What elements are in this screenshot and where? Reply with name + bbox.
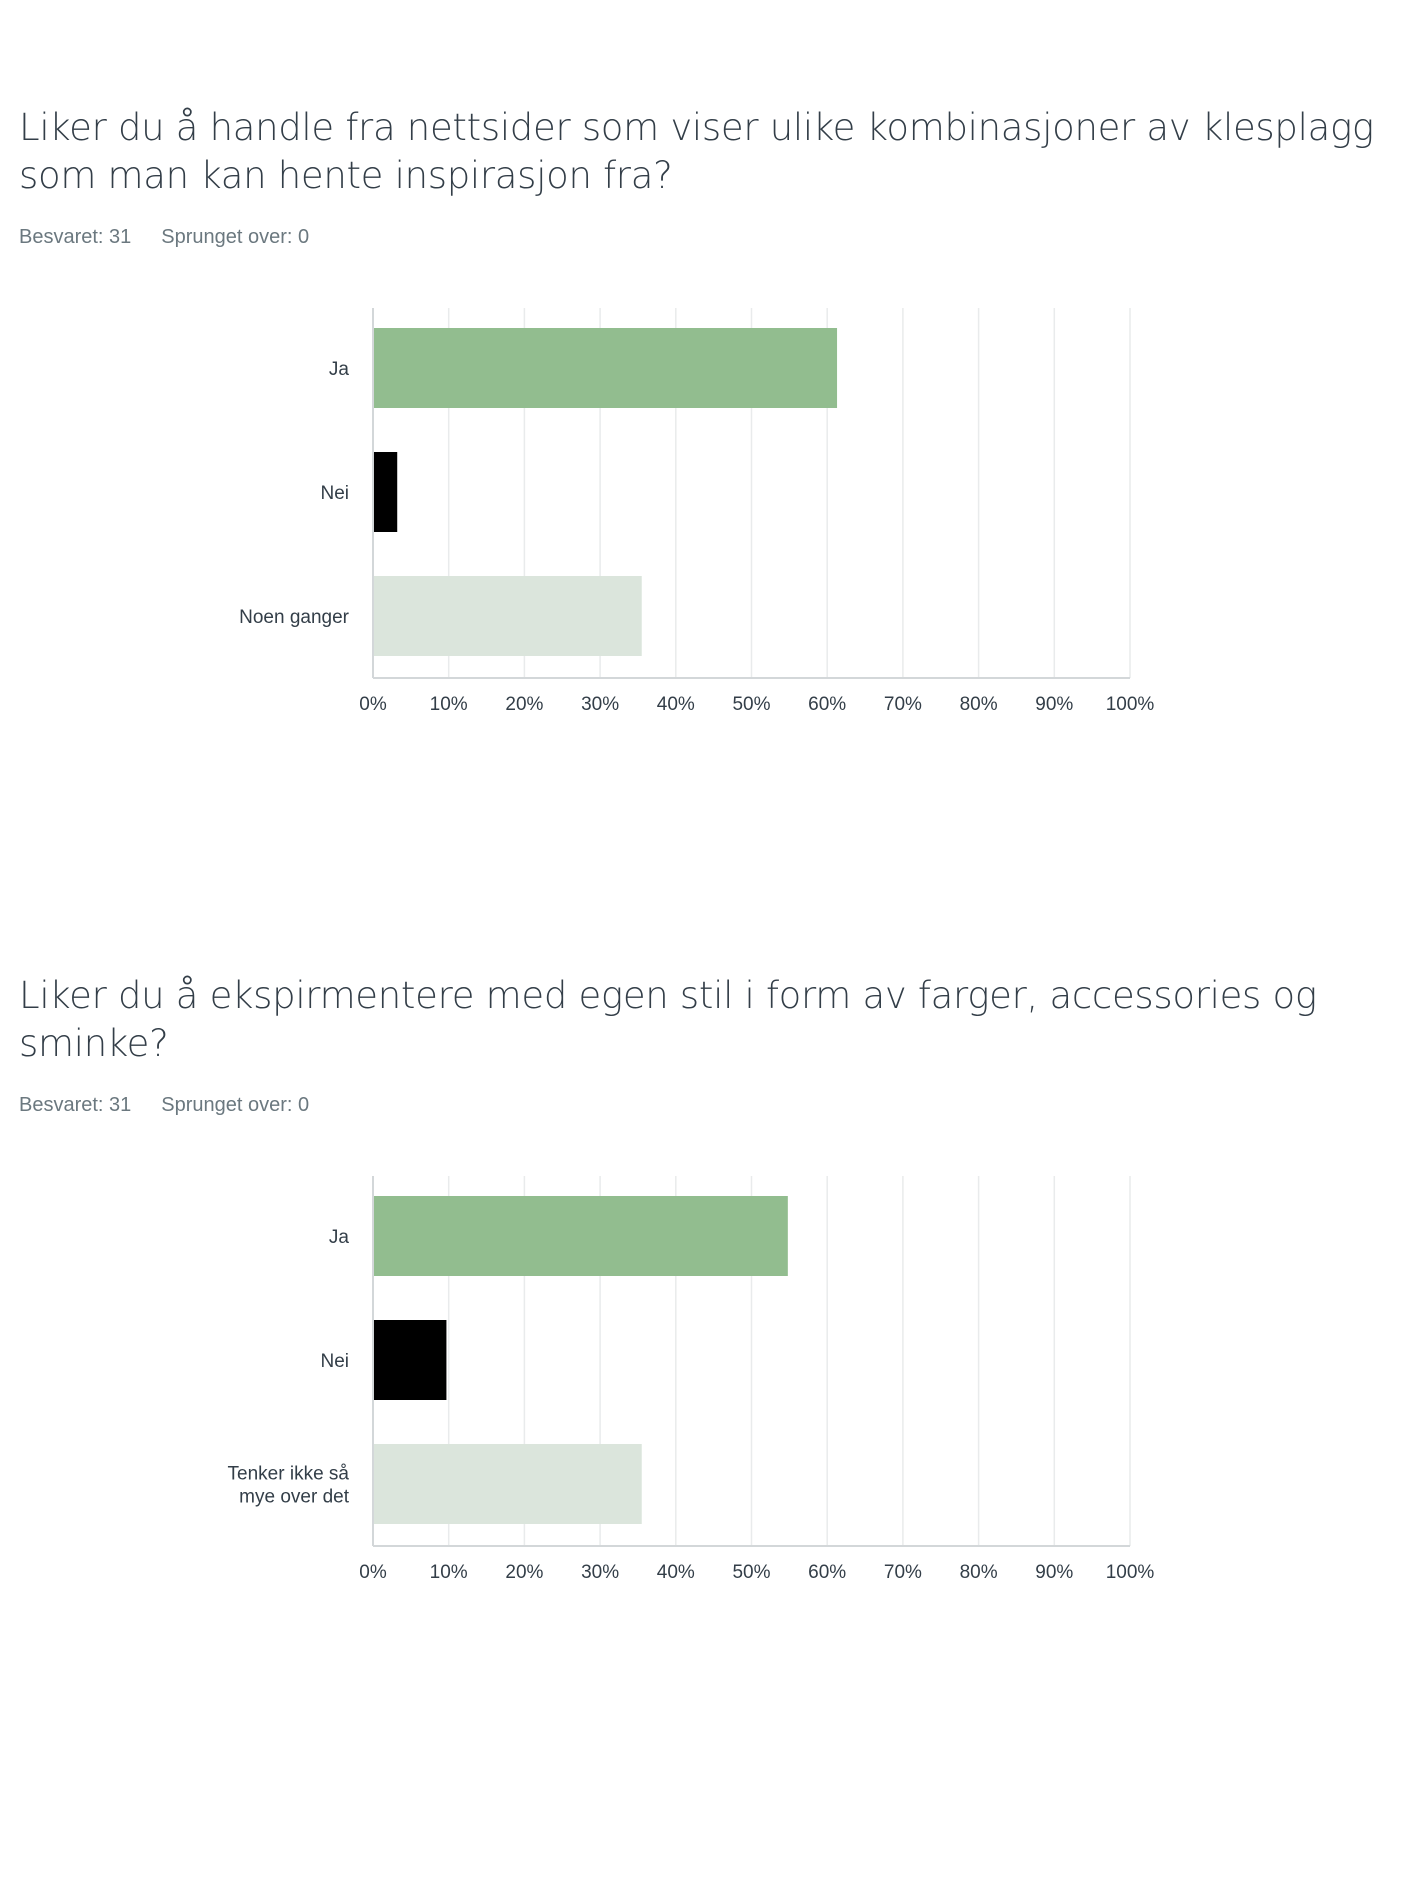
x-tick-label: 10% <box>430 694 468 715</box>
category-label: mye over det <box>239 1487 350 1508</box>
x-tick-label: 40% <box>657 694 695 715</box>
answered-count: Besvaret: 31 <box>19 1094 132 1116</box>
category-label: Nei <box>320 1351 349 1372</box>
x-tick-label: 30% <box>581 694 619 715</box>
skipped-count: Sprunget over: 0 <box>161 226 310 248</box>
bar-1 <box>373 1320 447 1400</box>
x-tick-label: 40% <box>657 1562 695 1583</box>
skipped-count: Sprunget over: 0 <box>161 1094 310 1116</box>
bar-0 <box>373 1196 788 1276</box>
x-tick-label: 70% <box>884 1562 922 1583</box>
x-tick-label: 20% <box>505 1562 543 1583</box>
chart-1: 0% 10% 20% 30% 40% 50% 60% 70% 80% 90% 100% Ja Nei No… <box>0 300 1417 730</box>
category-label: Ja <box>329 1227 350 1248</box>
bar-2 <box>373 1444 642 1524</box>
x-tick-label: 20% <box>505 694 543 715</box>
answered-count: Besvaret: 31 <box>19 226 132 248</box>
bar-chart-1: 0% 10% 20% 30% 40% 50% 60% 70% 80% 90% 100% Ja Nei No… <box>239 308 1155 715</box>
bar-2 <box>373 576 642 656</box>
x-tick-label: 0% <box>359 694 387 715</box>
x-tick-label: 80% <box>960 1562 998 1583</box>
x-tick-label: 60% <box>808 694 846 715</box>
question-title-line-1: Liker du å ekspirmentere med egen stil i… <box>19 974 1317 1017</box>
x-tick-label: 0% <box>359 1562 387 1583</box>
category-label: Nei <box>320 483 349 504</box>
x-tick-label: 90% <box>1035 1562 1073 1583</box>
x-tick-label: 50% <box>732 694 770 715</box>
bar-0 <box>373 328 838 408</box>
x-tick-label: 10% <box>430 1562 468 1583</box>
category-label: Tenker ikke så <box>228 1464 350 1485</box>
question-title: Liker du å handle fra nettsider som vise… <box>19 104 1399 200</box>
x-tick-label: 100% <box>1106 1562 1155 1583</box>
question-title-line-1: Liker du å handle fra nettsider som vise… <box>19 106 1374 149</box>
category-label: Noen ganger <box>239 607 350 628</box>
question-1: Liker du å handle fra nettsider som vise… <box>19 104 1399 249</box>
question-meta: Besvaret: 31 Sprunget over: 0 <box>19 1094 1399 1117</box>
question-title-line-2: som man kan hente inspirasjon fra? <box>19 154 673 197</box>
question-meta: Besvaret: 31 Sprunget over: 0 <box>19 226 1399 249</box>
question-title-line-2: sminke? <box>19 1022 169 1065</box>
x-tick-label: 90% <box>1035 694 1073 715</box>
x-tick-label: 80% <box>960 694 998 715</box>
category-label: Ja <box>329 359 350 380</box>
x-tick-label: 30% <box>581 1562 619 1583</box>
x-tick-label: 60% <box>808 1562 846 1583</box>
bar-chart-2: 0% 10% 20% 30% 40% 50% 60% 70% 80% 90% 100% Ja Nei Te… <box>228 1176 1155 1583</box>
chart-2: 0% 10% 20% 30% 40% 50% 60% 70% 80% 90% 100% Ja Nei Te… <box>0 1168 1417 1598</box>
question-title: Liker du å ekspirmentere med egen stil i… <box>19 972 1399 1068</box>
x-tick-label: 70% <box>884 694 922 715</box>
bar-1 <box>373 452 398 532</box>
x-tick-label: 100% <box>1106 694 1155 715</box>
x-tick-label: 50% <box>732 1562 770 1583</box>
question-2: Liker du å ekspirmentere med egen stil i… <box>19 972 1399 1117</box>
